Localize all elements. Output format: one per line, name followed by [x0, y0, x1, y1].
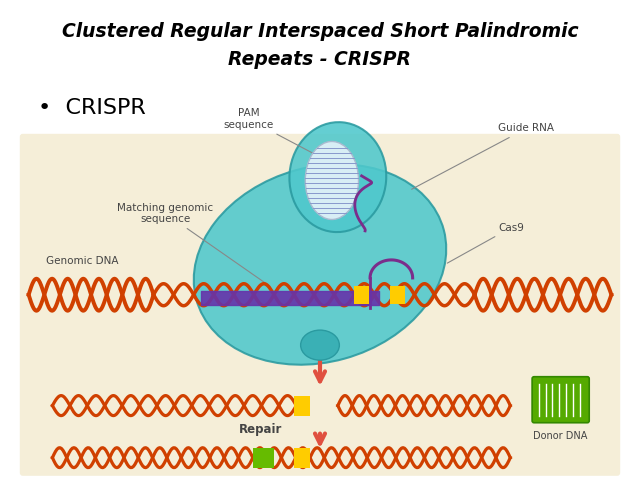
Text: Clustered Regular Interspaced Short Palindromic: Clustered Regular Interspaced Short Pali… — [61, 22, 579, 41]
Text: Donor DNA: Donor DNA — [534, 431, 588, 441]
Bar — [390, 286, 405, 304]
Text: PAM
sequence: PAM sequence — [223, 108, 317, 156]
FancyBboxPatch shape — [20, 134, 620, 476]
Bar — [354, 286, 369, 304]
Ellipse shape — [194, 164, 446, 365]
Text: Matching genomic
sequence: Matching genomic sequence — [117, 203, 270, 287]
Ellipse shape — [289, 122, 387, 232]
Ellipse shape — [301, 330, 339, 360]
Bar — [294, 396, 310, 416]
Bar — [253, 448, 274, 468]
Text: Genomic DNA: Genomic DNA — [47, 256, 119, 266]
Text: Repeats - CRISPR: Repeats - CRISPR — [228, 50, 412, 70]
Ellipse shape — [305, 142, 358, 219]
Text: Repair: Repair — [239, 422, 282, 436]
Text: Guide RNA: Guide RNA — [412, 123, 554, 189]
FancyBboxPatch shape — [532, 377, 589, 423]
Bar — [294, 448, 310, 468]
Text: Cas9: Cas9 — [447, 223, 524, 263]
Text: •  CRISPR: • CRISPR — [38, 98, 146, 119]
